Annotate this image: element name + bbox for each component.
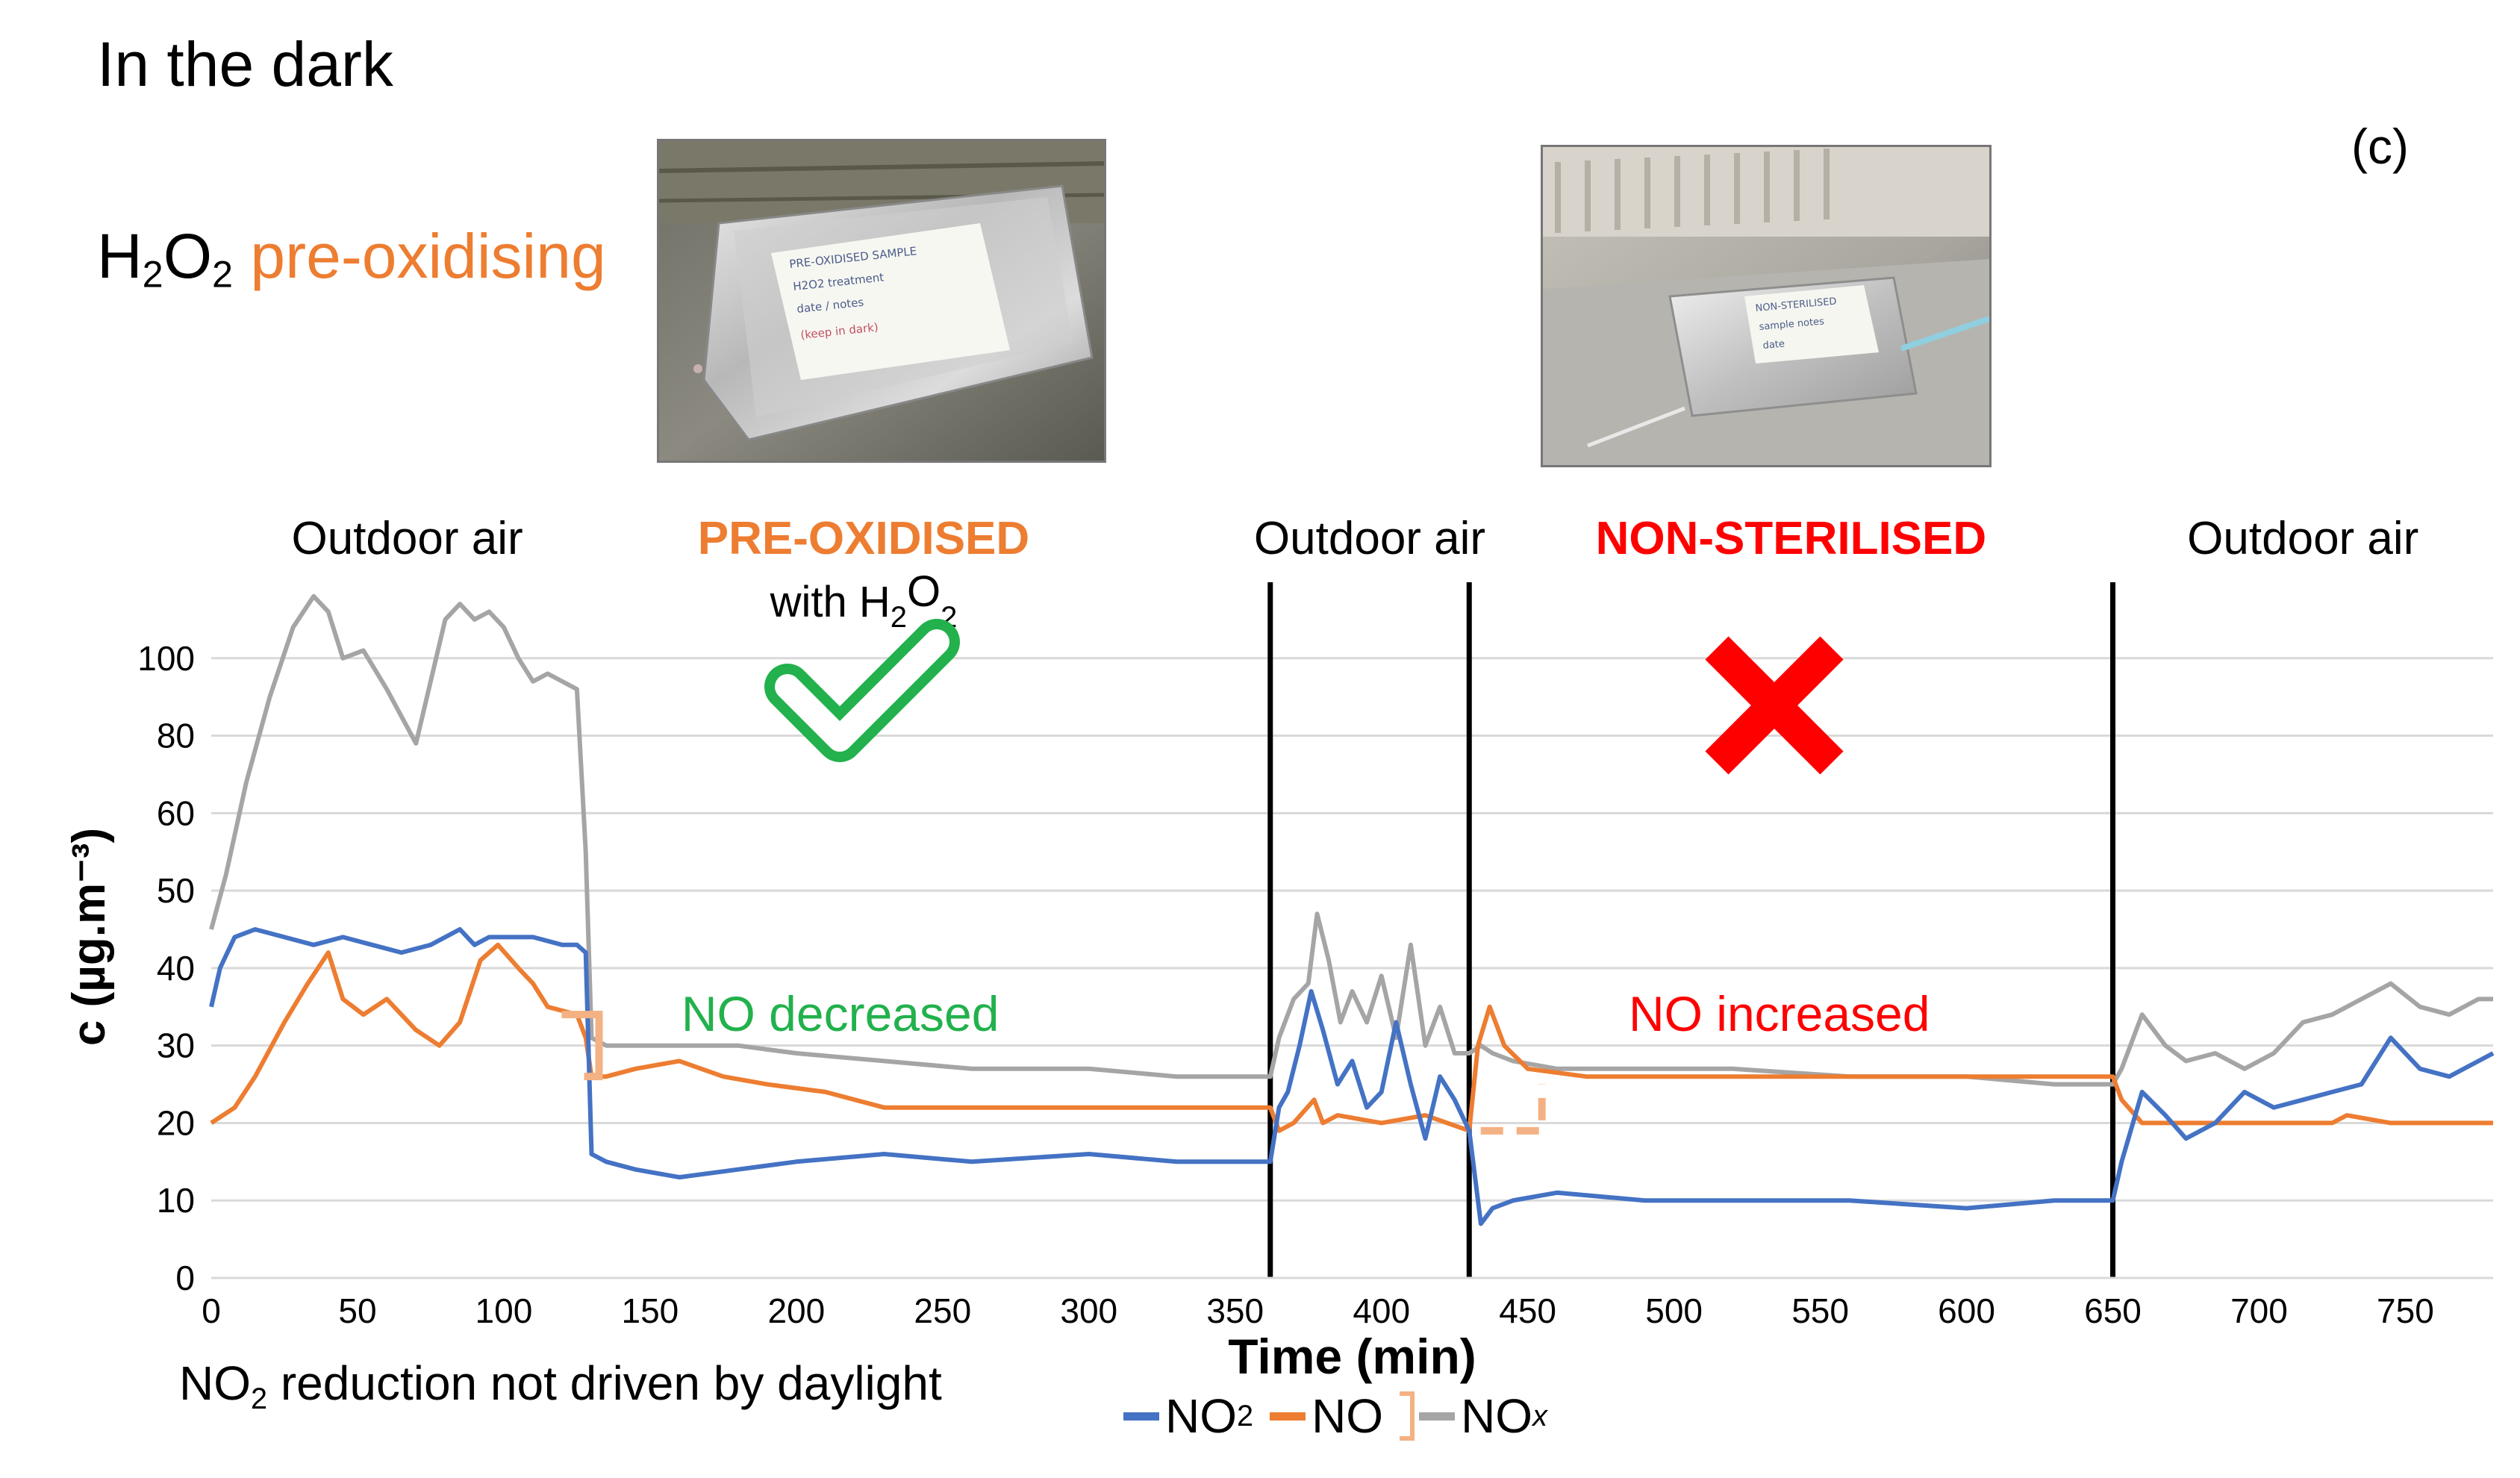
sample-photo-pre-oxidised: PRE-OXIDISED SAMPLE H2O2 treatment date … [657,139,1106,463]
y-tick-label: 0 [175,1259,195,1297]
heading: In the dark [97,29,393,99]
x-tick-label: 400 [1353,1291,1410,1330]
cross-mark-icon [1705,636,1844,775]
legend-item-nox: NO x [1400,1388,1547,1444]
x-tick-label: 600 [1938,1291,1995,1330]
x-tick-label: 350 [1206,1291,1264,1330]
y-tick-label: 50 [157,871,195,910]
x-axis-title: Time (min) [1228,1329,1476,1384]
x-tick-label: 750 [2377,1291,2434,1330]
y-tick-label: 80 [157,717,195,755]
x-tick-label: 650 [2084,1291,2142,1330]
y-axis-title: c (µg.m⁻³) [63,828,115,1046]
y-tick-label: 30 [157,1026,195,1065]
x-tick-label: 150 [622,1291,679,1330]
photo2-label-line: date [1762,338,1785,351]
y-tick-label: 60 [157,793,195,832]
x-tick-label: 100 [475,1291,533,1330]
annotation-label: NO decreased [682,986,999,1041]
y-tick-label: 20 [157,1103,195,1142]
legend-bracket-icon [1400,1391,1415,1441]
phase-title: Outdoor air [2187,513,2418,564]
x-tick-label: 550 [1791,1291,1849,1330]
y-tick-label: 10 [157,1181,195,1220]
legend: NO 2 NO NO x [1123,1388,1564,1444]
panel-label: (c) [2351,119,2409,174]
condition-word: pre-oxidising [250,221,606,291]
x-tick-label: 250 [914,1291,971,1330]
phase-title: NON-STERILISED [1596,513,1987,564]
x-tick-label: 450 [1499,1291,1556,1330]
phase-title: Outdoor air [1254,513,1485,564]
y-tick-label: 100 [137,639,195,678]
check-mark-icon [764,619,960,762]
x-tick-label: 0 [202,1291,221,1330]
x-tick-label: 500 [1645,1291,1703,1330]
condition-title: H2O2 pre-oxidising [97,220,606,296]
y-tick-label: 40 [157,949,195,988]
phase-title: PRE-OXIDISED [698,513,1029,564]
annotation-label: NO increased [1629,986,1930,1041]
phase-subtitle: with H2O2 [770,567,958,634]
series-line-no2 [209,927,2495,1226]
footnote: NO2 reduction not driven by daylight [179,1356,942,1415]
delta-bracket [1480,1084,1546,1135]
x-tick-label: 700 [2230,1291,2288,1330]
delta-bracket [561,1011,603,1081]
series-line-no [210,942,2493,1133]
phase-title: Outdoor air [292,513,523,564]
legend-swatch [1270,1412,1306,1421]
x-tick-label: 50 [338,1291,376,1330]
legend-item-no: NO [1270,1388,1383,1444]
legend-item-no2: NO 2 [1123,1388,1253,1444]
x-tick-label: 200 [767,1291,825,1330]
sample-photo-non-sterilised: NON-STERILISED sample notes date [1541,145,1992,467]
legend-swatch [1419,1412,1456,1421]
condition-species: H2O2 [97,221,234,296]
legend-swatch [1123,1412,1159,1421]
series-line-nox [209,593,2493,1087]
x-tick-label: 300 [1060,1291,1117,1330]
